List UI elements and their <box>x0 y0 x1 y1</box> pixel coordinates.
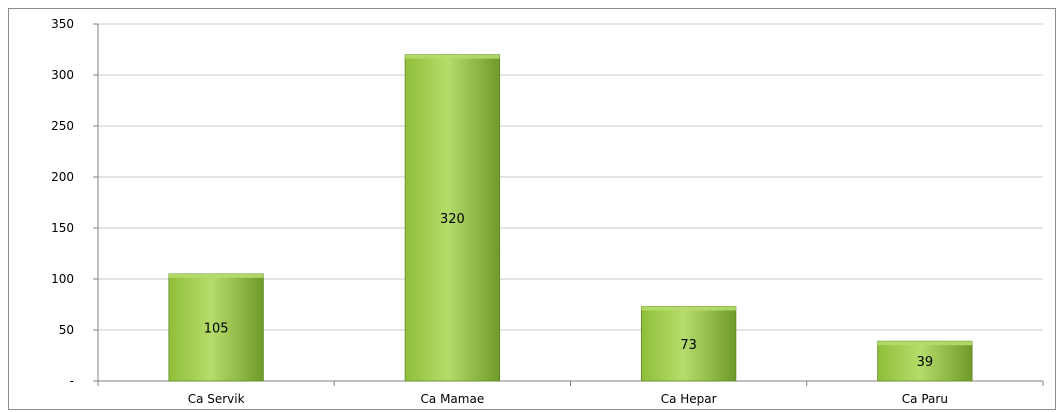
x-tick-label: Ca Servik <box>188 392 245 406</box>
x-axis-tick-labels: Ca Servik Ca Mamae Ca Hepar Ca Paru <box>188 392 948 406</box>
y-tick-label: 250 <box>51 119 74 133</box>
x-tick-label: Ca Paru <box>902 392 948 406</box>
bar-ca-paru <box>877 340 973 382</box>
y-tick-label: 50 <box>59 323 74 337</box>
data-label: 39 <box>917 355 934 370</box>
bars <box>168 54 973 382</box>
bar-top-highlight <box>168 273 264 278</box>
data-label: 320 <box>440 212 465 227</box>
bar-ca-mamae <box>404 54 501 382</box>
x-tick-label: Ca Hepar <box>661 392 717 406</box>
bar-top-highlight <box>405 54 500 59</box>
y-tick-label: 150 <box>51 221 74 235</box>
y-tick-label: 100 <box>51 272 74 286</box>
y-tick-label: 200 <box>51 170 74 184</box>
y-tick-label: 300 <box>51 68 74 82</box>
data-labels: 105 320 73 39 <box>204 212 933 370</box>
y-axis-tick-labels: - 50 100 150 200 250 300 350 <box>51 17 74 388</box>
x-tick-label: Ca Mamae <box>421 392 485 406</box>
y-tick-label: - <box>70 374 74 388</box>
bar-top-highlight <box>641 306 736 311</box>
data-label: 105 <box>204 321 229 336</box>
bar-top-highlight <box>877 341 973 346</box>
data-label: 73 <box>680 338 697 353</box>
bar-ca-servik <box>168 273 264 382</box>
y-tick-label: 350 <box>51 17 74 31</box>
